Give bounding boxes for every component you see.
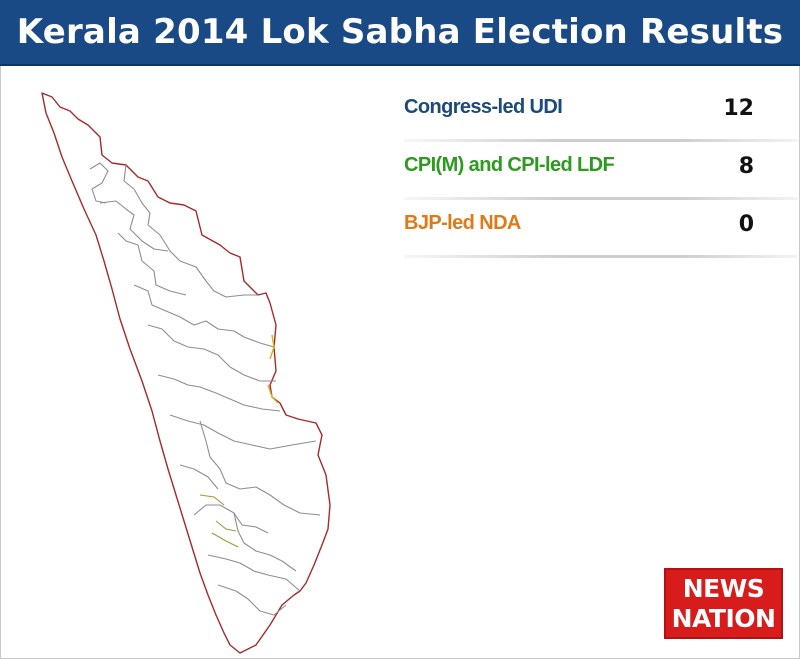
title-bar: Kerala 2014 Lok Sabha Election Results (0, 0, 800, 66)
seat-count: 12 (723, 96, 754, 121)
alliance-label: BJP-led NDA (404, 212, 521, 234)
boundary-accent-yellow (267, 334, 279, 404)
page-title: Kerala 2014 Lok Sabha Election Results (16, 12, 784, 52)
kerala-outline (41, 92, 331, 654)
result-row-udf: Congress-led UDI 12 (404, 84, 798, 142)
row-divider (404, 255, 798, 258)
news-nation-logo: NEWS NATION (664, 568, 783, 639)
results-panel: Congress-led UDI 12 CPI(M) and CPI-led L… (404, 84, 798, 258)
district-boundaries (89, 162, 321, 616)
alliance-label: Congress-led UDI (404, 96, 563, 118)
logo-line-news: NEWS (682, 574, 765, 603)
logo-line-nation: NATION (671, 604, 776, 633)
row-divider (404, 139, 798, 142)
kerala-map (41, 92, 331, 654)
result-row-ldf: CPI(M) and CPI-led LDF 8 (404, 142, 798, 200)
boundary-accent-olive (199, 494, 239, 548)
seat-count: 0 (738, 212, 754, 237)
result-row-nda: BJP-led NDA 0 (404, 200, 798, 258)
row-divider (404, 197, 798, 200)
seat-count: 8 (738, 154, 754, 179)
alliance-label: CPI(M) and CPI-led LDF (404, 154, 615, 176)
